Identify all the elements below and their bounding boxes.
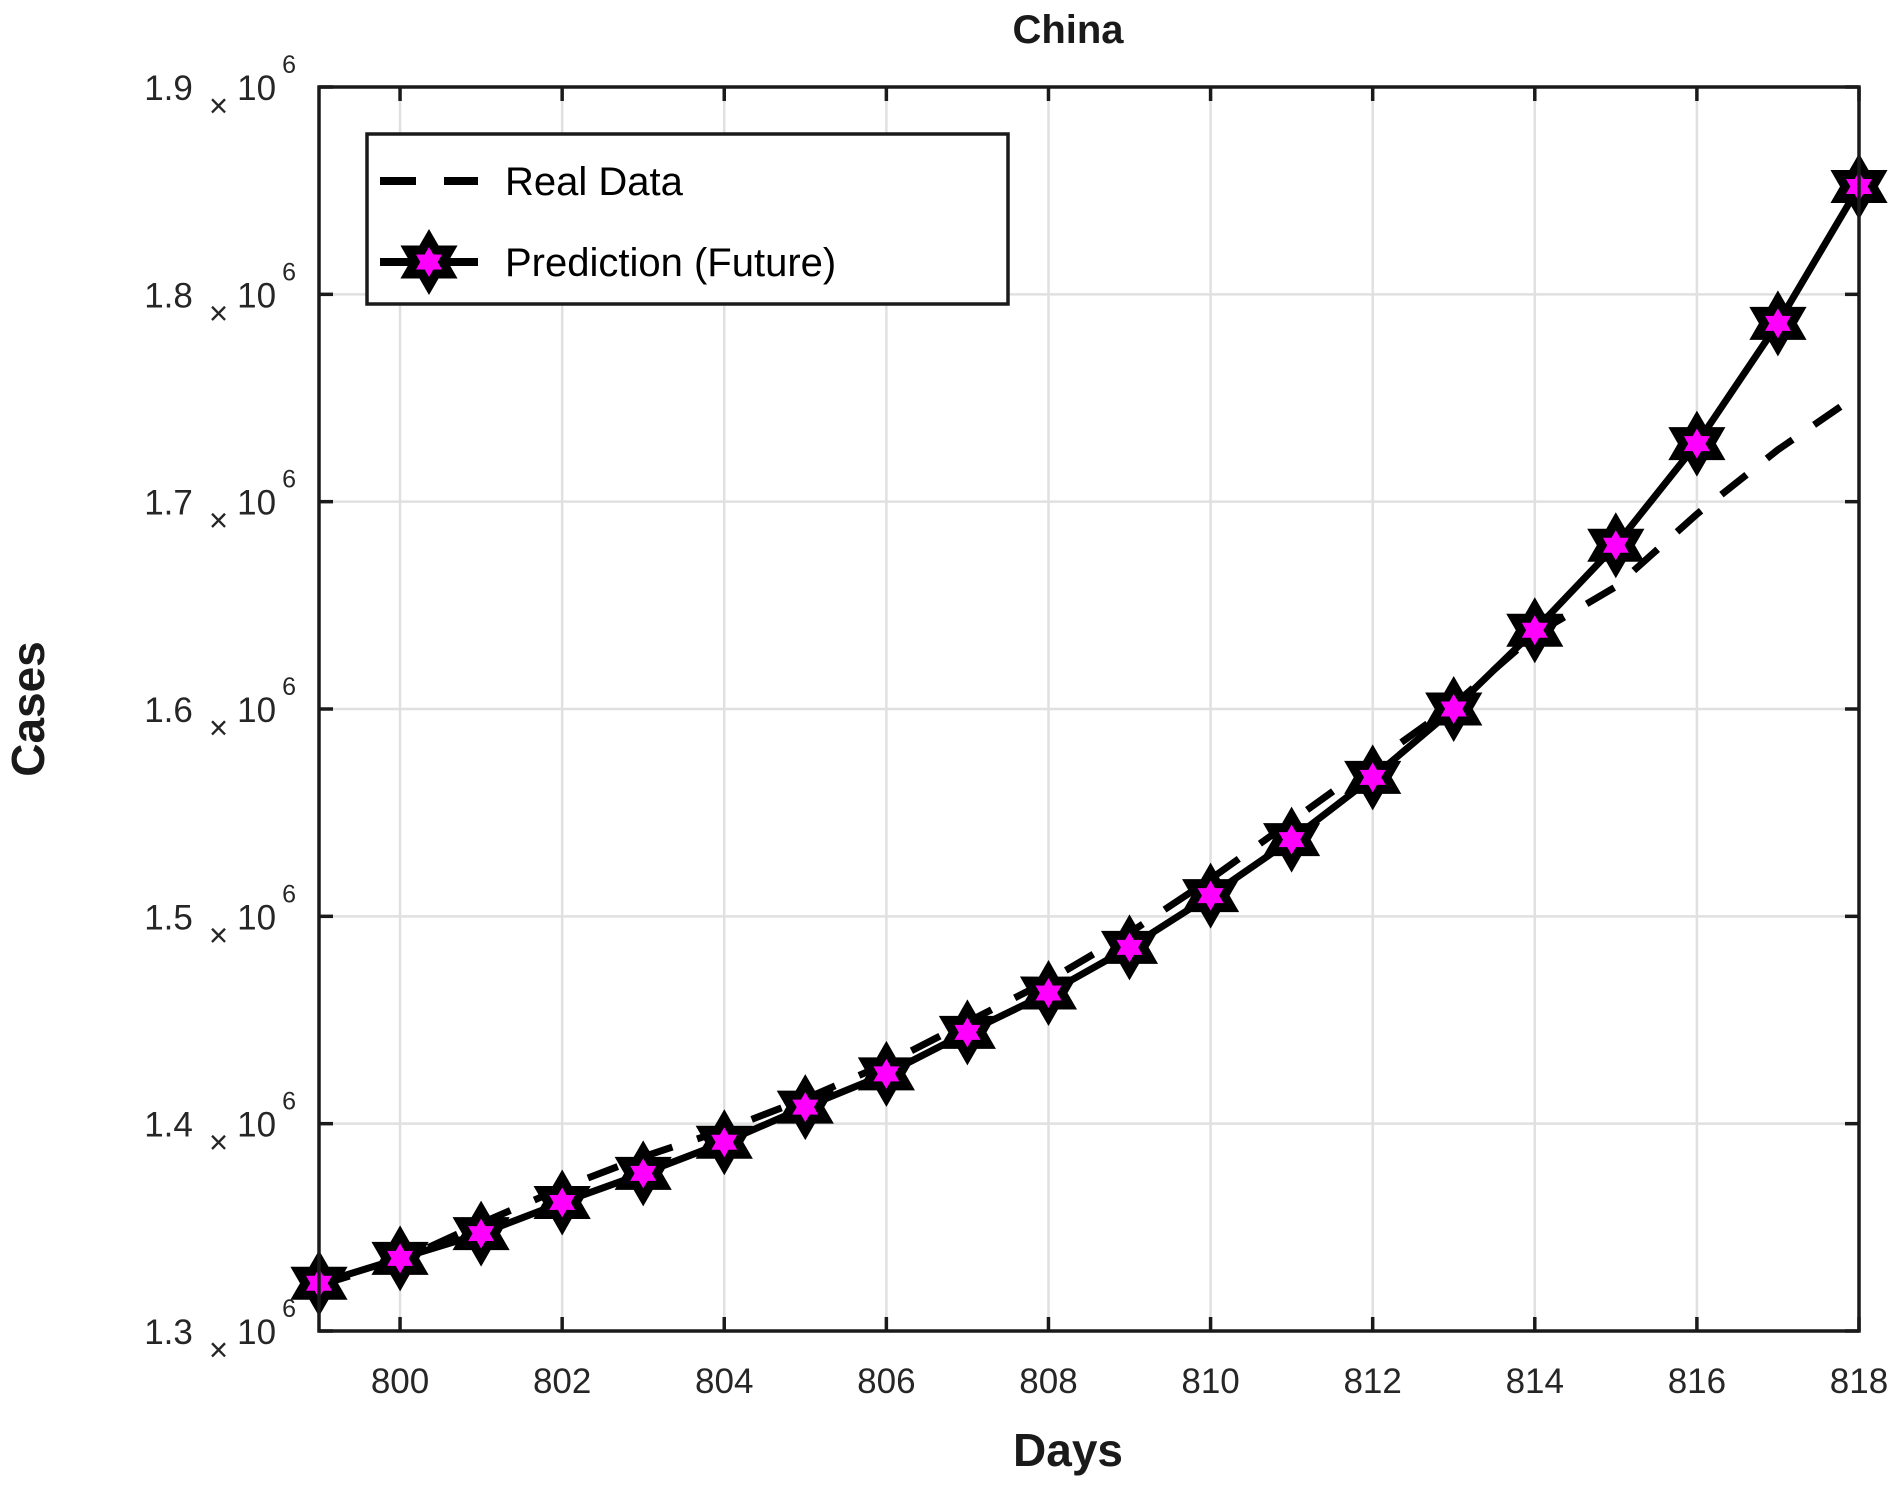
hexagram-marker-inner: [1359, 762, 1386, 793]
y-tick-label: 1.9 × 106: [144, 51, 296, 124]
hexagram-marker-inner: [954, 1017, 981, 1048]
legend-hexagram-inner: [416, 247, 442, 277]
chart-title: China: [1012, 8, 1124, 52]
y-axis-label: Cases: [2, 641, 54, 777]
hexagram-marker-inner: [1765, 308, 1791, 339]
real-data-line: [317, 391, 1861, 1289]
x-tick-label: 810: [1181, 1362, 1239, 1401]
hexagram-marker-inner: [1602, 530, 1629, 561]
legend-hexagram-marker-icon: [400, 229, 458, 295]
legend-label-real-data: Real Data: [505, 160, 684, 204]
hexagram-marker-inner: [1035, 978, 1062, 1008]
hexagram-marker-inner: [1278, 824, 1305, 855]
x-axis-label: Days: [1013, 1424, 1123, 1476]
hexagram-marker-inner: [1197, 880, 1224, 911]
y-tick-label: 1.5 × 106: [144, 880, 296, 953]
prediction-line: [317, 184, 1863, 1287]
x-tick-label: 808: [1019, 1362, 1077, 1401]
x-tick-label: 812: [1343, 1362, 1401, 1401]
hexagram-marker-inner: [630, 1158, 657, 1189]
y-tick-label: 1.4 × 106: [144, 1088, 296, 1161]
x-axis-tick-labels: 800 802 804 806 808 810 812 814 816 818: [371, 1362, 1888, 1401]
hexagram-marker-inner: [468, 1218, 495, 1249]
hexagram-marker-inner: [549, 1187, 576, 1218]
gridlines: [319, 87, 1859, 1331]
axes-box-and-ticks: [317, 85, 1861, 1333]
data-series: [290, 153, 1888, 1317]
legend-box: [365, 132, 1010, 306]
x-tick-label: 816: [1668, 1362, 1726, 1401]
hexagram-marker-inner: [1116, 932, 1143, 963]
hexagram-marker-inner: [1521, 615, 1548, 646]
x-tick-label: 804: [695, 1362, 753, 1401]
legend-label-prediction: Prediction (Future): [505, 241, 836, 285]
x-tick-label: 818: [1830, 1362, 1888, 1401]
y-tick-label: 1.8 × 106: [144, 258, 296, 331]
hexagram-marker-inner: [711, 1127, 738, 1158]
prediction-markers: [290, 153, 1888, 1317]
y-tick-label: 1.3 × 106: [144, 1295, 296, 1368]
y-axis-tick-labels: 1.3 × 106 1.4 × 106 1.5 × 106 1.6 × 106 1.7 × 106 1.8 × 1…: [144, 51, 296, 1368]
x-tick-label: 814: [1506, 1362, 1564, 1401]
x-tick-label: 806: [857, 1362, 915, 1401]
hexagram-marker-inner: [792, 1092, 819, 1123]
y-tick-label: 1.7 × 106: [144, 466, 296, 539]
hexagram-marker-inner: [1683, 428, 1710, 459]
x-tick-label: 800: [371, 1362, 429, 1401]
x-tick-label: 802: [533, 1362, 591, 1401]
hexagram-marker-inner: [387, 1243, 413, 1274]
legend: Real Data Prediction (Future): [365, 132, 1010, 306]
hexagram-marker-inner: [1440, 694, 1467, 724]
hexagram-marker-inner: [873, 1058, 900, 1089]
y-tick-label: 1.6 × 106: [144, 673, 296, 746]
